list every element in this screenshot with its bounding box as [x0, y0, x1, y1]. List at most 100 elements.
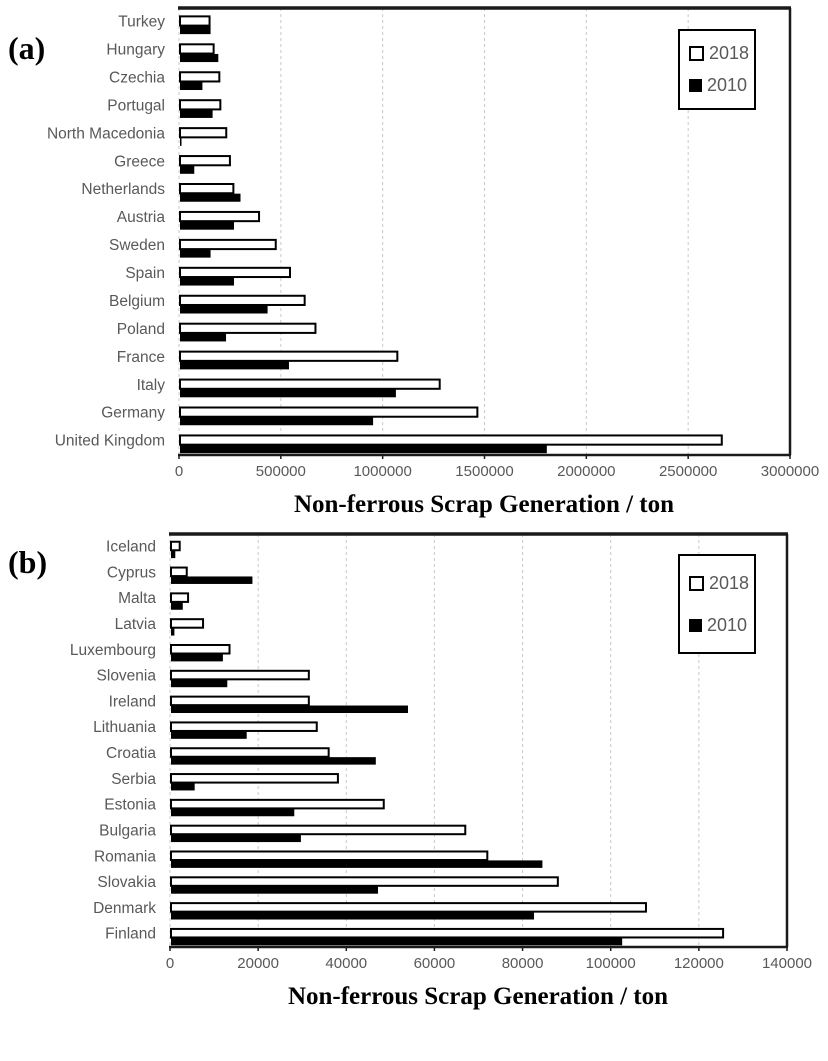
bar-2010-latvia [171, 628, 175, 636]
x-tick-label: 1500000 [455, 463, 513, 480]
category-label-denmark: Denmark [93, 900, 156, 917]
legend-swatch-2010-icon [689, 618, 702, 632]
bar-2010-belgium [180, 305, 268, 314]
category-label-portugal: Portugal [107, 97, 165, 114]
legend-swatch-2018-icon [689, 575, 704, 591]
bar-2010-malta [171, 602, 183, 610]
category-label-spain: Spain [125, 265, 165, 282]
category-label-turkey: Turkey [118, 14, 165, 31]
x-axis-title-b: Non-ferrous Scrap Generation / ton [287, 983, 669, 1010]
bar-2018-north-macedonia [179, 127, 228, 139]
bar-2018-luxembourg [170, 643, 231, 655]
x-tick-label: 120000 [674, 955, 724, 972]
x-tick-label: 80000 [502, 955, 544, 972]
x-tick-label: 0 [175, 463, 183, 480]
bar-2010-luxembourg [171, 653, 223, 662]
legend-label-2018: 2018 [709, 572, 750, 593]
panel-a: (a) 0 500000 1000000 1500000 2000000 2500000 3… [0, 0, 828, 520]
x-tick-label: 40000 [325, 955, 367, 972]
bar-2018-iceland [170, 540, 181, 552]
x-tick-label: 2500000 [659, 463, 717, 480]
legend-swatch-2010-icon [689, 79, 702, 93]
panel-b-label: (b) [8, 544, 48, 580]
bar-2010-serbia [171, 782, 195, 791]
category-label-bulgaria: Bulgaria [99, 822, 156, 839]
category-label-sweden: Sweden [109, 237, 165, 254]
category-label-ireland: Ireland [109, 693, 156, 710]
panel-a-label: (a) [8, 30, 46, 66]
x-tick-label: 100000 [586, 955, 636, 972]
bar-2018-greece [179, 155, 231, 167]
bar-2018-serbia [170, 773, 339, 784]
category-label-belgium: Belgium [109, 293, 165, 310]
x-axis-title-a: Non-ferrous Scrap Generation / ton [293, 491, 675, 518]
x-tick-label: 60000 [414, 955, 456, 972]
x-tick-label: 3000000 [761, 463, 819, 480]
category-label-malta: Malta [118, 590, 156, 607]
bar-2018-ireland [170, 695, 310, 707]
bar-2010-germany [180, 417, 374, 426]
x-tick-label: 0 [166, 955, 174, 972]
bar-2018-france [179, 350, 399, 362]
category-label-luxembourg: Luxembourg [70, 642, 156, 659]
category-label-slovenia: Slovenia [97, 668, 157, 685]
bar-2010-slovenia [171, 679, 228, 688]
bar-2010-denmark [171, 912, 535, 920]
bar-2018-bulgaria [170, 824, 467, 836]
bar-2018-hungary [179, 43, 215, 55]
bar-2010-netherlands [180, 193, 241, 202]
bar-2010-iceland [171, 550, 176, 559]
legend-label-2010: 2010 [707, 75, 748, 96]
legend-label-2010: 2010 [707, 614, 748, 635]
bar-2018-croatia [170, 747, 330, 758]
bar-2010-united-kingdom [180, 445, 547, 454]
bar-2010-romania [171, 860, 543, 868]
legend-label-2018: 2018 [709, 42, 750, 63]
category-label-greece: Greece [114, 153, 165, 170]
category-label-netherlands: Netherlands [81, 181, 165, 198]
bar-2018-denmark [170, 902, 647, 913]
bar-2010-lithuania [171, 731, 247, 739]
category-label-romania: Romania [94, 848, 156, 865]
category-label-slovakia: Slovakia [97, 874, 156, 891]
category-label-finland: Finland [105, 926, 156, 943]
bar-2018-slovenia [170, 669, 310, 681]
bar-2010-bulgaria [171, 834, 301, 843]
category-label-germany: Germany [101, 405, 165, 422]
bar-2018-malta [170, 592, 190, 603]
category-label-iceland: Iceland [106, 539, 156, 556]
bar-chart-b: 0 20000 40000 60000 80000 100000 120000 140000 I… [70, 532, 812, 972]
bar-2018-spain [179, 266, 291, 279]
bar-2010-portugal [180, 109, 213, 118]
legend-swatch-2018-icon [689, 45, 704, 61]
category-label-croatia: Croatia [106, 745, 156, 762]
category-label-cyprus: Cyprus [107, 564, 156, 581]
bar-2018-poland [179, 322, 317, 334]
legend-a: 2018 2010 [678, 29, 756, 110]
panel-b: (b) 0 20000 40000 60000 80000 100000 120000 140… [0, 528, 828, 1012]
category-label-north-macedonia: North Macedonia [47, 125, 165, 142]
bar-2018-cyprus [170, 566, 188, 578]
category-label-hungary: Hungary [106, 42, 165, 59]
bar-2010-france [180, 361, 289, 370]
bar-2010-spain [180, 277, 234, 286]
bar-2010-finland [171, 937, 623, 946]
figure: (a) 0 500000 1000000 1500000 2000000 2500000 3… [0, 0, 828, 1012]
bar-2010-croatia [171, 757, 376, 765]
category-label-france: France [117, 349, 165, 366]
bar-2018-estonia [170, 798, 385, 810]
bar-2010-greece [180, 165, 195, 174]
bar-2010-turkey [180, 26, 211, 35]
legend-item-2010: 2010 [689, 615, 754, 636]
x-tick-label: 2000000 [557, 463, 615, 480]
bar-2018-turkey [179, 15, 211, 27]
category-label-lithuania: Lithuania [93, 719, 156, 736]
bar-2018-portugal [179, 99, 222, 111]
category-label-czechia: Czechia [109, 69, 165, 86]
x-tick-label: 500000 [256, 463, 306, 480]
legend-b: 2018 2010 [678, 554, 756, 654]
bar-2018-latvia [170, 618, 205, 629]
bar-2010-north-macedonia [180, 137, 182, 146]
category-label-austria: Austria [117, 209, 166, 226]
x-tick-label: 140000 [762, 955, 812, 972]
